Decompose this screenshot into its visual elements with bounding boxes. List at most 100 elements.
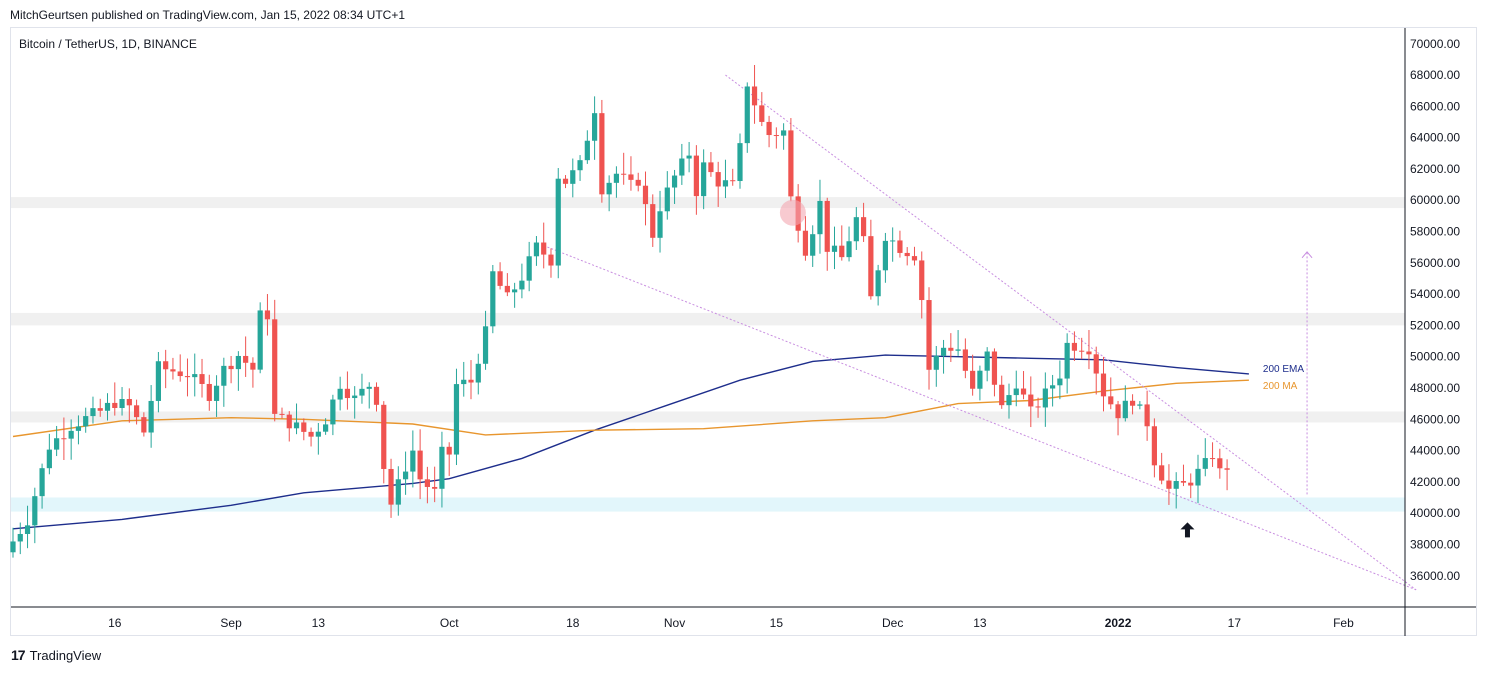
candle-106 [781, 123, 787, 150]
candle-body [1137, 404, 1143, 406]
candle-74 [548, 248, 554, 278]
candle-87 [642, 171, 649, 226]
candle-body [955, 349, 961, 351]
candle-135 [991, 348, 998, 397]
candle-69 [512, 282, 518, 308]
trendline-0 [725, 74, 1417, 591]
candle-body [926, 300, 932, 370]
time-tick-label: Dec [882, 616, 903, 630]
price-tick-label: 46000.00 [1410, 412, 1460, 426]
candle-152 [1115, 400, 1121, 436]
candle-body [46, 449, 52, 469]
candle-body [759, 105, 765, 122]
candle-13 [104, 393, 111, 421]
axes: 70000.00 68000.00 66000.00 64000.00 62000.00… [11, 28, 1476, 636]
tradingview-brand[interactable]: 17 TradingView [11, 647, 101, 663]
candle-body [1035, 406, 1041, 408]
zone-1 [11, 312, 1405, 326]
candle-body [962, 349, 968, 371]
candle-body [381, 404, 387, 469]
candle-body [613, 173, 620, 183]
annotations [779, 199, 1313, 538]
candle-body [526, 256, 532, 281]
candle-101 [744, 82, 750, 153]
candle-body [1166, 480, 1172, 489]
indicator-line-1 [12, 379, 1249, 438]
time-tick-label: 15 [770, 616, 784, 630]
candle-body [650, 204, 656, 238]
candle-body [402, 471, 409, 480]
time-tick-label: 13 [973, 616, 987, 630]
candle-163 [1195, 454, 1201, 504]
time-tick-label: Oct [440, 616, 459, 630]
price-tick-label: 48000.00 [1410, 381, 1460, 395]
candle-body [817, 200, 823, 235]
indicator-line-0 [12, 354, 1249, 530]
candle-body [1159, 465, 1165, 481]
candle-52 [388, 458, 394, 518]
candle-body [788, 130, 794, 197]
candle-132 [970, 354, 976, 396]
candle-133 [977, 365, 983, 401]
candle-141 [1035, 397, 1041, 418]
candle-10 [83, 407, 89, 433]
candle-161 [1180, 464, 1187, 487]
candle-body [919, 260, 925, 301]
candle-body [119, 399, 125, 408]
price-tick-label: 54000.00 [1410, 287, 1460, 301]
candle-body [257, 310, 263, 370]
candle-body [548, 254, 554, 266]
candle-91 [671, 169, 678, 204]
candle-119 [875, 264, 881, 306]
candle-body [417, 450, 423, 480]
candle-59 [439, 431, 445, 508]
brand-name: TradingView [29, 647, 102, 663]
candle-154 [1129, 394, 1136, 415]
candle-85 [628, 156, 634, 191]
candle-0 [10, 527, 16, 558]
candle-6 [54, 425, 60, 457]
publisher-line: MitchGeurtsen published on TradingView.c… [10, 8, 406, 22]
candle-body [693, 155, 699, 197]
candle-68 [504, 273, 510, 297]
candle-66 [490, 264, 496, 334]
price-tick-label: 50000.00 [1410, 350, 1460, 364]
candle-80 [592, 96, 598, 160]
candle-71 [526, 241, 532, 292]
candle-115 [846, 226, 852, 262]
candle-body [766, 121, 772, 136]
candle-70 [519, 263, 525, 299]
candle-137 [1006, 383, 1012, 419]
candle-body [642, 185, 649, 205]
zone-2 [11, 411, 1405, 423]
candle-body [541, 242, 547, 255]
candle-body [126, 399, 132, 406]
candle-body [1217, 458, 1223, 469]
candle-body [75, 426, 82, 431]
candle-body [882, 240, 888, 271]
candle-1 [17, 522, 23, 555]
candle-138 [1013, 370, 1019, 407]
candle-body [475, 363, 481, 383]
candle-body [250, 362, 256, 370]
candle-body [1050, 385, 1056, 389]
candle-body [315, 431, 321, 437]
candle-145 [1064, 333, 1070, 394]
candle-body [112, 402, 118, 408]
candle-body [68, 430, 74, 439]
candle-56 [417, 429, 423, 500]
candle-29 [221, 357, 227, 407]
candle-125 [919, 251, 925, 319]
candle-body [504, 285, 510, 293]
candle-83 [613, 166, 620, 198]
candle-body [308, 431, 314, 437]
candle-18 [141, 412, 147, 437]
candle-60 [446, 442, 452, 476]
candle-body [708, 162, 714, 173]
price-tick-label: 64000.00 [1410, 131, 1460, 145]
candle-15 [119, 387, 125, 416]
candle-body [490, 271, 496, 327]
candle-53 [395, 466, 401, 516]
candle-158 [1159, 452, 1165, 485]
